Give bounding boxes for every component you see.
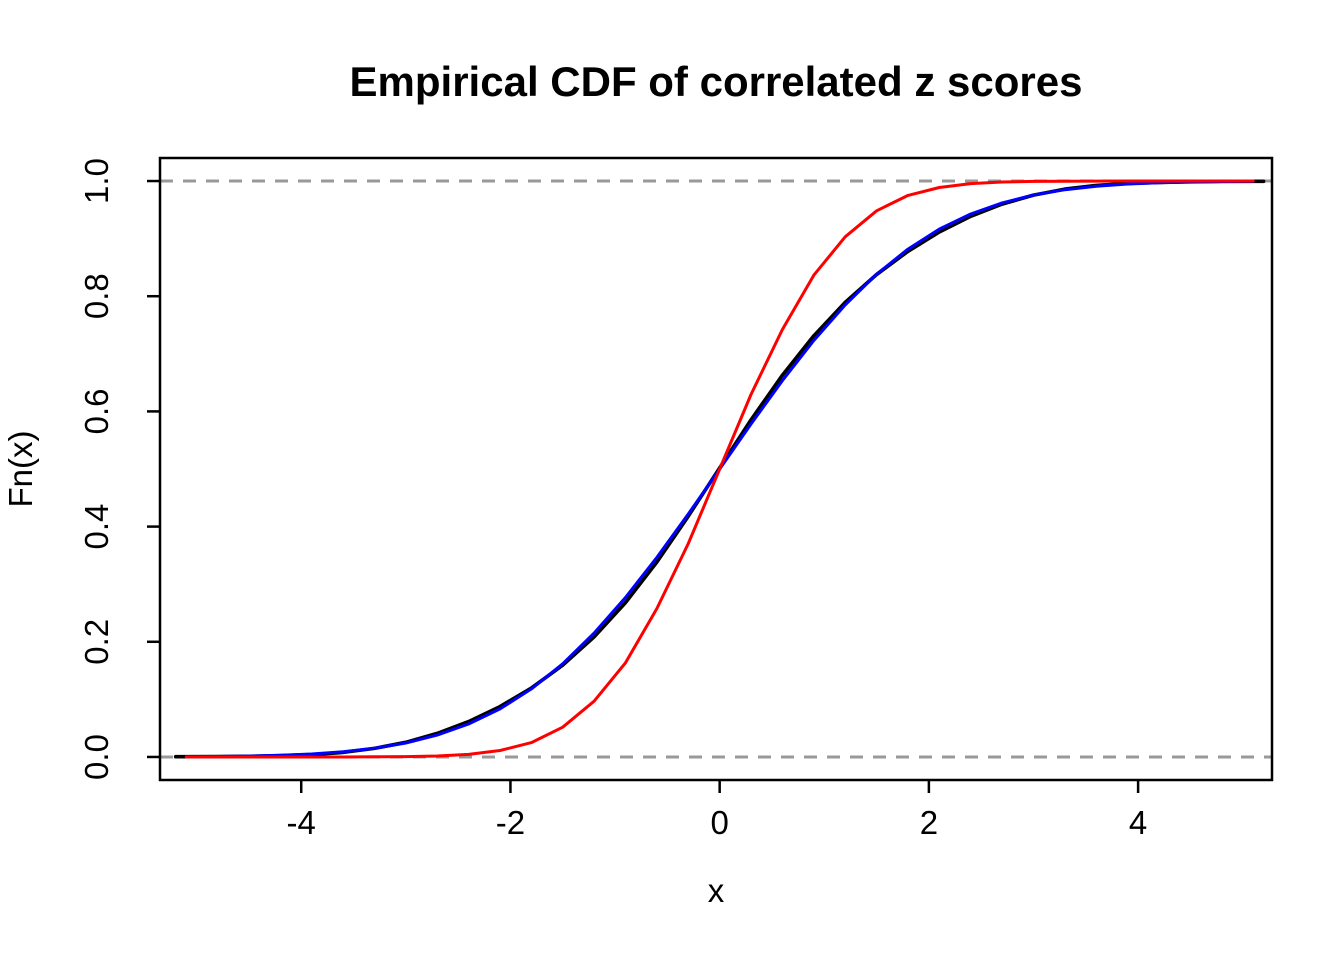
plot-border (158, 156, 1274, 782)
x-axis-label: x (708, 872, 725, 909)
x-tick-label: -2 (496, 804, 525, 841)
curves-layer (173, 179, 1266, 759)
x-tick-label: 0 (710, 804, 728, 841)
reference-lines-layer (160, 179, 1272, 759)
x-tick-label: 2 (920, 804, 938, 841)
chart-title: Empirical CDF of correlated z scores (350, 58, 1083, 105)
y-tick-label: 0.4 (78, 504, 115, 550)
axes-layer: -4 -2 0 2 4 0.0 0.2 0.4 0.6 0.8 1.0 (78, 156, 1274, 841)
y-tick-label: 0.6 (78, 388, 115, 434)
red-cdf-curve (184, 179, 1255, 759)
x-tick-label: -4 (287, 804, 316, 841)
y-axis-label: Fn(x) (2, 431, 39, 508)
y-tick-label: 0.8 (78, 273, 115, 319)
x-tick-label: 4 (1129, 804, 1147, 841)
y-tick-label: 0.0 (78, 734, 115, 780)
y-tick-label: 1.0 (78, 158, 115, 204)
y-tick-label: 0.2 (78, 619, 115, 665)
